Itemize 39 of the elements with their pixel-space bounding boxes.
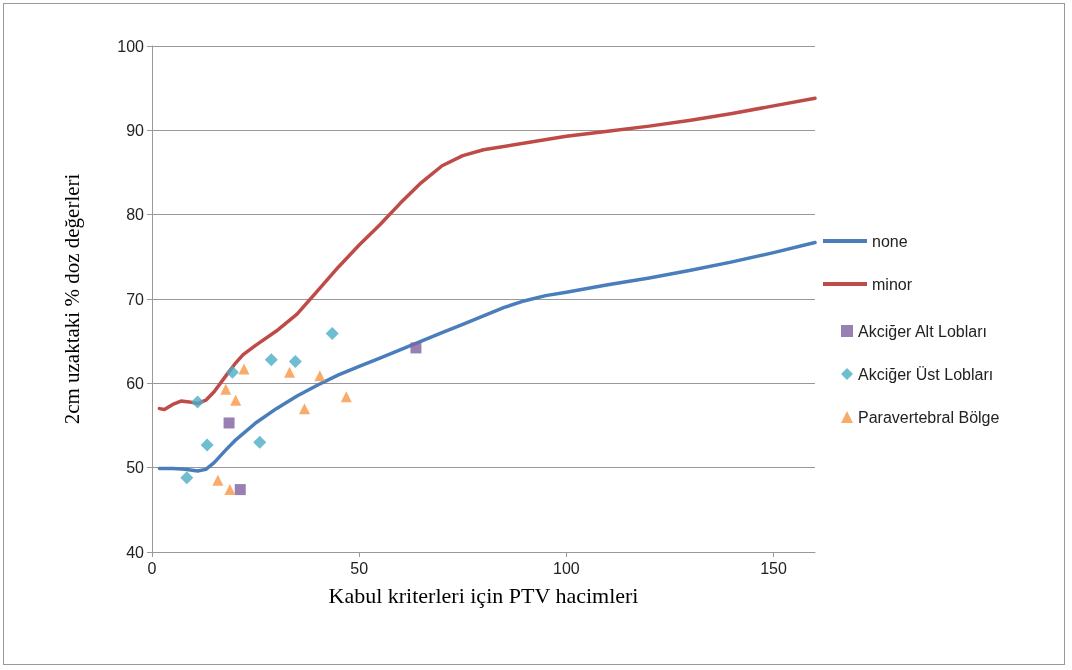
point [234, 484, 246, 496]
point [200, 438, 214, 452]
point [410, 342, 422, 354]
legend-label: Akciğer Alt Lobları [858, 322, 987, 340]
y-tick-label: 70 [126, 290, 145, 308]
x-tick-label: 50 [350, 559, 369, 577]
point [340, 391, 352, 403]
y-axis-title: 2cm uzaktaki % doz değerleri [59, 173, 84, 425]
point [220, 383, 232, 395]
point [230, 394, 242, 406]
y-tick-label: 100 [117, 37, 145, 55]
x-axis-title: Kabul kriterleri için PTV hacimleri [328, 582, 639, 608]
point [180, 471, 194, 485]
y-tick-label: 80 [126, 206, 145, 224]
point [223, 417, 235, 429]
point [225, 365, 239, 379]
x-tick-label: 100 [553, 559, 580, 577]
point [212, 474, 224, 486]
legend-label: Paravertebral Bölge [858, 408, 1000, 426]
point [284, 366, 296, 378]
point [253, 435, 267, 449]
y-tick-label: 60 [126, 374, 145, 392]
y-tick-label: 90 [126, 121, 145, 139]
point [264, 353, 278, 367]
point [191, 395, 205, 409]
point [288, 354, 302, 368]
legend-label: none [872, 232, 908, 250]
legend-label: Akciğer Üst Lobları [858, 365, 994, 383]
x-tick-label: 150 [760, 559, 788, 577]
point [238, 363, 250, 375]
line-series [157, 96, 817, 412]
point [224, 484, 236, 496]
legend-label: minor [872, 275, 913, 293]
point [298, 403, 310, 415]
y-tick-label: 40 [126, 543, 145, 561]
point [314, 370, 326, 382]
point [325, 327, 339, 341]
x-tick-label: 0 [147, 559, 157, 577]
y-tick-label: 50 [126, 459, 145, 477]
